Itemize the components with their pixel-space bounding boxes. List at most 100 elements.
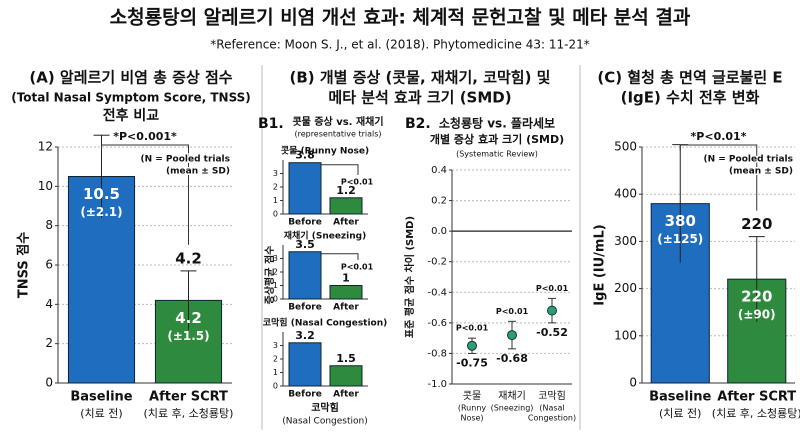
x-tick-label: Baseline — [70, 390, 132, 405]
value-label: -0.68 — [496, 352, 528, 365]
x-tick-label: After — [333, 303, 359, 313]
error-label: (±125) — [657, 232, 703, 246]
value-label: 4.2 — [175, 309, 202, 327]
y-axis-label: TNSS 점수 — [17, 232, 32, 298]
y-tick-label: 0.0 — [431, 226, 447, 237]
value-label: 3.5 — [295, 238, 315, 251]
category-note: (치료 후, 소청룡탕) — [144, 407, 234, 420]
y-tick-label: 4 — [45, 297, 53, 311]
panel-title: (A) 알레르기 비염 총 증상 점수 — [29, 69, 232, 87]
panel-subtitle: (Systematic Review) — [456, 150, 538, 159]
value-label: 4.2 — [175, 249, 202, 267]
y-tick-label: 2 — [273, 355, 278, 364]
y-tick-label: 0 — [629, 376, 637, 390]
bar — [329, 197, 363, 215]
panel-title: (C) 혈청 총 면역 글로불린 E — [597, 69, 782, 87]
value-label: 1.5 — [336, 352, 356, 365]
panel-subtitle: 메타 분석 효과 크기 (SMD) — [328, 89, 511, 107]
subpanel-title: 콧물 (Runny Nose) — [281, 146, 369, 157]
value-label: 220 — [741, 215, 772, 233]
value-label: 3.8 — [295, 149, 315, 162]
bar — [288, 342, 322, 387]
value-label: 220 — [741, 288, 772, 306]
error-label: (±90) — [738, 308, 776, 322]
x-tick-label: After SCRT — [149, 390, 228, 405]
x-tick-label: Before — [288, 390, 322, 400]
y-tick-label: 12 — [38, 140, 53, 154]
y-tick-label: 1 — [273, 368, 278, 377]
note: (N = Pooled trials — [140, 155, 230, 165]
x-tick-label: After — [333, 218, 359, 228]
bar — [329, 365, 363, 387]
x-tick-label: Before — [288, 218, 322, 228]
panel-subtitle: (Total Nasal Symptom Score, TNSS) — [11, 91, 251, 105]
y-tick-label: 0.2 — [431, 196, 447, 207]
y-tick-label: 3 — [273, 169, 278, 178]
x-tick-label: After SCRT — [717, 390, 796, 405]
y-tick-label: 0.4 — [431, 165, 447, 176]
y-tick-label: 0 — [45, 376, 53, 390]
value-label: -0.75 — [456, 356, 488, 369]
bar — [329, 285, 363, 300]
category-note: (치료 후, 소청룡탕) — [712, 407, 800, 420]
category-note: Congestion) — [528, 414, 576, 423]
y-axis-label: 표준 평균 점수 차이 (SMD) — [403, 216, 416, 338]
y-tick-label: -0.6 — [427, 318, 447, 329]
bar — [288, 251, 322, 300]
y-tick-label: 500 — [614, 140, 637, 154]
annotation: *P<0.001* — [113, 130, 177, 143]
value-label: 1.2 — [336, 184, 356, 197]
value-label: 3.2 — [295, 329, 315, 342]
y-tick-label: -0.2 — [427, 257, 447, 268]
category-note: (치료 전) — [659, 407, 701, 420]
panel-subtitle: 전후 비교 — [103, 107, 160, 124]
category-note: Nose) — [460, 414, 483, 423]
y-tick-label: -1.0 — [427, 379, 447, 390]
annotation: P<0.01 — [496, 307, 529, 316]
annotation: P<0.01 — [456, 324, 489, 333]
x-tick-label: 재채기 — [498, 390, 526, 402]
annotation: *P<0.01* — [691, 130, 747, 143]
y-axis-label: 증상평균 점수 — [263, 246, 276, 305]
category-note: (치료 전) — [80, 407, 122, 420]
y-tick-label: 400 — [614, 187, 637, 201]
bracket — [101, 144, 189, 245]
point — [547, 305, 557, 316]
page-title: 소청룡탕의 알레르기 비염 개선 효과: 체계적 문헌고찰 및 메타 분석 결과 — [110, 7, 691, 29]
x-tick-label: 코막힘 — [538, 390, 566, 402]
point — [507, 330, 517, 341]
panel-subtitle: (IgE) 수치 전후 변화 — [621, 89, 760, 107]
panel-label: B2. — [405, 116, 431, 132]
value-label: -0.52 — [536, 326, 568, 339]
annotation: P<0.01 — [536, 284, 569, 293]
annotation: P<0.01 — [341, 178, 374, 187]
error-label: (±1.5) — [167, 329, 209, 343]
y-tick-label: 0 — [273, 210, 278, 219]
panel-subtitle: 콧물 증상 vs. 재채기 — [292, 115, 383, 128]
annotation: P<0.01 — [341, 263, 374, 272]
panel-subtitle: (representative trials) — [294, 130, 381, 139]
note: (mean ± SD) — [729, 167, 793, 177]
bracket — [321, 253, 359, 260]
reference: *Reference: Moon S. J., et al. (2018). P… — [210, 38, 589, 52]
x-tick-label: Baseline — [649, 390, 711, 405]
panel-title: 소청룡탕 vs. 플라세보 — [439, 116, 555, 131]
x-tick-label: Before — [288, 303, 322, 313]
footer: (Nasal Congestion) — [282, 417, 368, 427]
y-tick-label: 300 — [614, 234, 637, 248]
error-label: (±2.1) — [80, 205, 122, 219]
category-note: (Sneezing) — [491, 404, 534, 413]
category-note: (Runny — [458, 404, 487, 413]
panel-title: (B) 개별 증상 (콧물, 재채기, 코막힘) 및 — [290, 69, 551, 87]
x-tick-label: After — [333, 390, 359, 400]
y-tick-label: 0 — [273, 382, 278, 391]
panel-subtitle: 개별 증상 효과 크기 (SMD) — [430, 132, 564, 146]
value-label: 380 — [665, 212, 696, 230]
point — [467, 340, 477, 351]
y-tick-label: -0.4 — [427, 287, 447, 298]
value-label: 10.5 — [83, 185, 120, 203]
bracket — [679, 144, 758, 211]
note: (mean ± SD) — [166, 167, 230, 177]
note: (N = Pooled trials — [703, 155, 793, 165]
